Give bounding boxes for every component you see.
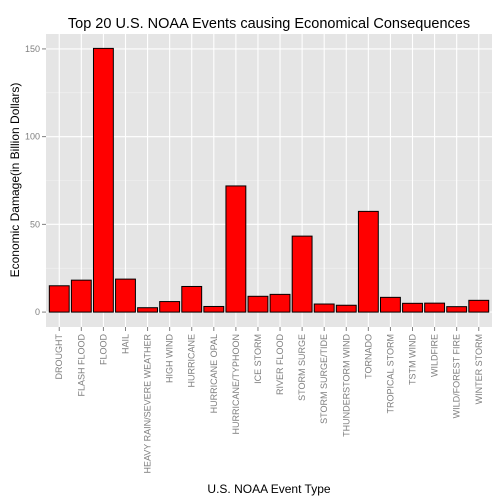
x-tick-label: TORNADO (363, 334, 373, 379)
bar (115, 278, 136, 313)
bar (269, 293, 291, 313)
x-tick-label: WILD/FOREST FIRE (452, 334, 462, 418)
y-tick-label: 0 (35, 307, 40, 317)
x-tick-label: STORM SURGE/TIDE (319, 334, 329, 424)
x-axis-title: U.S. NOAA Event Type (207, 482, 330, 496)
y-axis: 0 50 100 150 (25, 44, 46, 317)
bar (203, 305, 225, 313)
bars (48, 47, 490, 313)
bar (92, 47, 114, 313)
x-tick-label: THUNDERSTORM WIND (341, 334, 351, 437)
x-tick-label: FLASH FLOOD (76, 334, 86, 397)
x-tick-label: HEAVY RAIN/SEVERE WEATHER (143, 334, 153, 474)
x-tick-label: ICE STORM (253, 334, 263, 384)
y-axis-title: Economic Damage(in Billion Dollars) (8, 83, 22, 278)
x-tick-label: DROUGHT (54, 334, 64, 380)
bar (291, 235, 313, 313)
y-tick-label: 50 (30, 219, 40, 229)
bar (424, 302, 446, 313)
x-tick-label: HURRICANE/TYPHOON (231, 334, 241, 435)
bar (402, 302, 423, 313)
bar (380, 296, 401, 313)
bar (181, 285, 203, 313)
x-tick-label: TSTM WIND (408, 334, 418, 385)
x-tick-label: HIGH WIND (165, 334, 175, 383)
bar (468, 299, 490, 313)
bar (137, 307, 158, 313)
y-tick-label: 100 (25, 132, 40, 142)
bar (247, 295, 269, 313)
x-tick-label: WINTER STORM (474, 334, 484, 404)
x-tick-label: WILDFIRE (430, 334, 440, 377)
x-tick-label: HURRICANE (187, 334, 197, 388)
x-tick-label: RIVER FLOOD (275, 334, 285, 396)
bar (70, 279, 92, 313)
x-tick-label: HAIL (120, 334, 130, 354)
x-tick-label: HURRICANE OPAL (209, 334, 219, 413)
bar (225, 185, 247, 313)
x-tick-label: FLOOD (98, 334, 108, 366)
bar (313, 303, 335, 313)
bar (446, 306, 468, 313)
bar (357, 210, 379, 313)
bar (159, 301, 181, 313)
x-tick-label: STORM SURGE (297, 334, 307, 401)
bar (48, 285, 70, 313)
x-axis: DROUGHT FLASH FLOOD FLOOD HAIL HEAVY RAIN/SE… (54, 327, 484, 474)
y-tick-label: 150 (25, 44, 40, 54)
chart-title: Top 20 U.S. NOAA Events causing Economic… (68, 16, 470, 32)
x-tick-label: TROPICAL STORM (385, 334, 395, 414)
bar (335, 304, 357, 313)
